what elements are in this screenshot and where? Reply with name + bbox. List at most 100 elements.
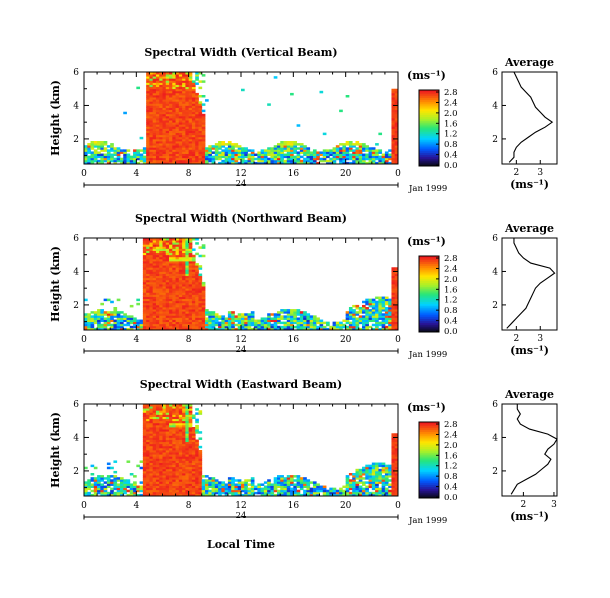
heatmap-cell: [254, 325, 258, 329]
heatmap-cell: [119, 161, 124, 165]
heatmap-cell: [290, 321, 294, 325]
heatmap-cell: [201, 294, 206, 297]
heatmap-cell: [191, 483, 196, 486]
heatmap-cell: [191, 95, 196, 98]
heatmap-cell: [162, 113, 167, 117]
heatmap-cell: [365, 470, 369, 474]
heatmap-cell: [159, 258, 163, 262]
heatmap-cell: [152, 155, 157, 159]
heatmap-cell: [142, 481, 147, 484]
heatmap-cell: [116, 483, 121, 486]
heatmap-cell: [185, 473, 190, 476]
heatmap-cell: [195, 149, 199, 152]
heatmap-cell: [119, 317, 124, 320]
heatmap-cell: [195, 445, 199, 449]
heatmap-cell: [159, 464, 163, 468]
heatmap-cell: [191, 414, 196, 417]
heatmap-cell: [110, 149, 114, 152]
heatmap-cell: [188, 107, 193, 111]
heatmap-cell: [123, 481, 127, 484]
heatmap-cell: [303, 149, 307, 152]
heatmap-cell: [296, 309, 301, 312]
heatmap-cell: [358, 159, 363, 163]
heatmap-cell: [384, 468, 389, 472]
heatmap-cell: [241, 151, 245, 154]
heatmap-cell: [149, 136, 154, 140]
heatmap-cell: [198, 115, 203, 119]
heatmap-cell: [142, 470, 147, 474]
heatmap-cell: [345, 311, 350, 314]
heatmap-cell: [165, 286, 170, 289]
heatmap-cell: [286, 151, 291, 154]
heatmap-cell: [182, 290, 186, 293]
heatmap-cell: [165, 443, 170, 447]
heatmap-cell: [172, 427, 176, 430]
avg-y-tick-label: 4: [492, 267, 498, 277]
heatmap-cell: [257, 483, 262, 486]
heatmap-cell: [87, 145, 91, 148]
heatmap-cell: [146, 456, 150, 459]
heatmap-cell: [152, 263, 157, 266]
heatmap-cell: [391, 466, 396, 470]
heatmap-cell: [280, 145, 284, 148]
heatmap-cell: [296, 147, 301, 150]
heatmap-cell: [182, 414, 186, 417]
heatmap-cell: [142, 151, 147, 154]
heatmap-cell: [100, 323, 105, 327]
heatmap-cell: [165, 273, 170, 277]
heatmap-cell: [123, 489, 127, 493]
heatmap-cell: [195, 473, 199, 476]
heatmap-cell: [234, 491, 239, 495]
heatmap-cell: [290, 325, 294, 329]
heatmap-cell: [205, 481, 209, 484]
heatmap-cell: [172, 406, 176, 409]
heatmap-cell: [191, 429, 196, 432]
heatmap-cell: [191, 105, 196, 108]
heatmap-cell: [185, 279, 190, 283]
average-profile-line: [506, 238, 556, 329]
heatmap-cell: [303, 317, 307, 320]
heatmap-cell: [172, 420, 176, 424]
heatmap-cell: [165, 294, 170, 297]
heatmap-cell: [90, 477, 95, 480]
colorbar-cell: [419, 484, 439, 487]
heatmap-cell: [388, 304, 392, 308]
colorbar-cell: [419, 482, 439, 486]
heatmap-cell: [165, 281, 170, 285]
heatmap-cell: [211, 479, 216, 482]
heatmap-cell: [185, 429, 190, 432]
heatmap-cell: [185, 120, 190, 123]
heatmap-cell: [348, 327, 353, 331]
heatmap-cell: [146, 477, 150, 480]
heatmap-cell: [371, 315, 376, 318]
heatmap-cell: [195, 159, 199, 163]
heatmap-cell: [227, 491, 232, 495]
colorbar-cell: [419, 154, 439, 157]
heatmap-cell: [270, 161, 275, 165]
heatmap-cell: [146, 290, 150, 293]
heatmap-cell: [165, 82, 170, 85]
heatmap-cell: [283, 325, 288, 329]
heatmap-cell: [175, 307, 180, 310]
heatmap-cell: [191, 288, 196, 291]
heatmap-cell: [93, 143, 98, 146]
heatmap-cell: [375, 485, 379, 489]
heatmap-cell: [224, 317, 229, 320]
heatmap-cell: [178, 134, 183, 138]
heatmap-cell: [146, 445, 150, 449]
heatmap-cell: [280, 327, 284, 331]
heatmap-cell: [103, 477, 108, 480]
heatmap-cell: [165, 427, 170, 430]
heatmap-cell: [106, 483, 111, 486]
heatmap-cell: [123, 149, 127, 152]
heatmap-cell: [375, 309, 379, 312]
heatmap-cell: [155, 491, 160, 495]
heatmap-cell: [165, 292, 170, 295]
heatmap-cell: [355, 161, 360, 165]
heatmap-cell: [103, 325, 108, 329]
heatmap-cell: [198, 315, 203, 318]
heatmap-cell: [224, 151, 229, 154]
heatmap-cell: [123, 155, 127, 159]
heatmap-cell: [162, 294, 167, 297]
heatmap-cell: [106, 155, 111, 159]
